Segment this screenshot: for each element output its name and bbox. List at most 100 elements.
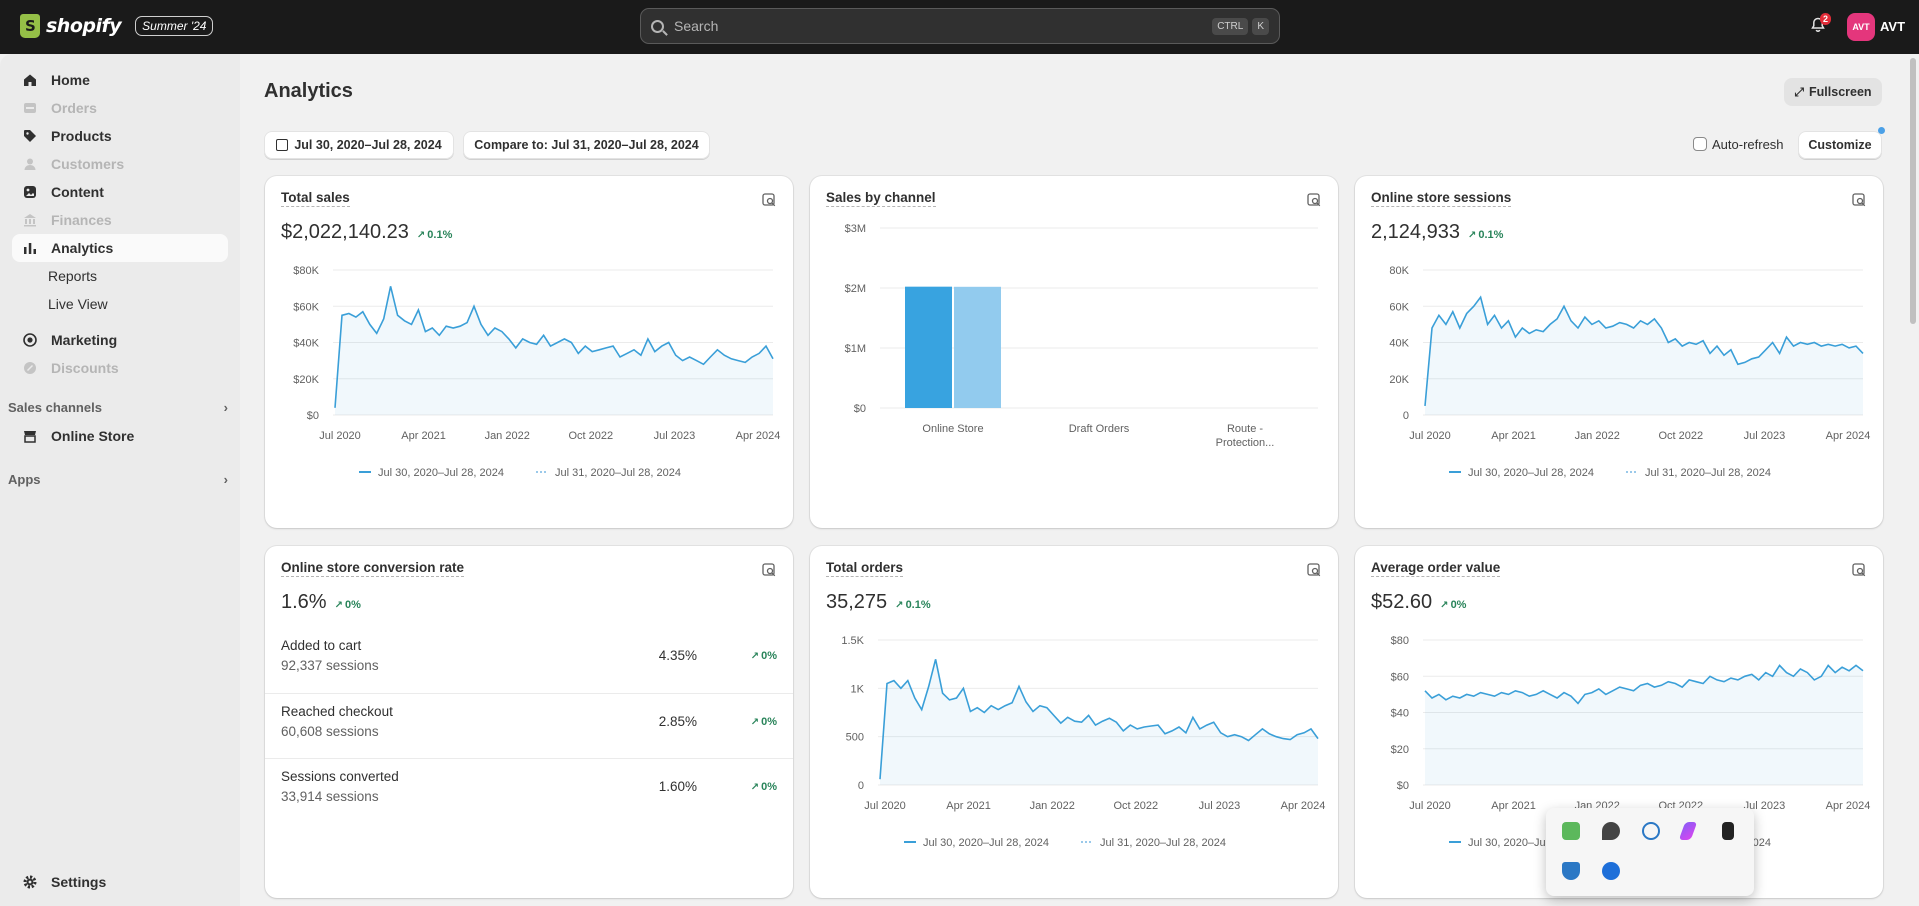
fullscreen-label: Fullscreen [1809, 85, 1872, 99]
sidebar-item-online-store[interactable]: Online Store [12, 422, 228, 450]
funnel-step-delta: 0% [751, 781, 777, 793]
y-tick-label: 1K [851, 683, 865, 695]
chart-icon [22, 240, 38, 256]
customize-button[interactable]: Customize [1798, 131, 1882, 159]
search-input[interactable] [674, 18, 1209, 34]
auto-refresh-checkbox[interactable] [1693, 137, 1707, 151]
metric-delta: 0% [1440, 599, 1467, 611]
metric-value: $52.60 [1371, 591, 1433, 613]
network-icon[interactable] [1642, 822, 1660, 840]
x-tick-label: Jul 2020 [319, 430, 361, 442]
orders-icon [22, 100, 38, 116]
edition-badge[interactable]: Summer '24 [135, 16, 214, 36]
user-name[interactable]: AVT [1880, 19, 1906, 34]
defender-icon[interactable] [1562, 862, 1580, 880]
sidebar-item-label: Content [51, 184, 104, 200]
legend-label: Jul 30, 2020–Jul 28, 2024 [923, 837, 1049, 849]
card-title[interactable]: Online store sessions [1371, 190, 1512, 207]
x-tick-label: Jan 2022 [1030, 800, 1075, 812]
sessions-card: Online store sessions 2,124,933 0.1% 0 20… [1355, 176, 1883, 528]
page-title: Analytics [264, 80, 353, 102]
sidebar-sub-live-view[interactable]: Live View [48, 296, 108, 312]
explore-icon[interactable] [1306, 562, 1322, 578]
content-icon [22, 184, 38, 200]
sidebar-item-label: Online Store [51, 428, 135, 444]
series-line [879, 659, 1319, 780]
sidebar-item-home[interactable]: Home [12, 66, 228, 94]
card-title[interactable]: Average order value [1371, 560, 1501, 577]
sessions-chart[interactable]: 0 20K 40K 60K 80K Jul 2020 Apr 2021 Jan 2022 Oct… [1355, 228, 1883, 528]
explore-icon[interactable] [761, 562, 777, 578]
fullscreen-button[interactable]: ⤢ Fullscreen [1784, 78, 1882, 106]
avatar[interactable]: AVT [1847, 13, 1875, 41]
gear-icon [22, 874, 38, 890]
sidebar-item-settings[interactable]: Settings [12, 868, 228, 896]
system-tray-popup [1546, 808, 1754, 896]
sidebar-sub-reports[interactable]: Reports [48, 268, 98, 284]
discount-icon [22, 360, 38, 376]
sidebar-item-analytics[interactable]: Analytics [12, 234, 228, 262]
sidebar-item-orders[interactable]: Orders [12, 94, 228, 122]
y-tick-label: $60 [1391, 671, 1409, 683]
y-tick-label: $0 [854, 403, 866, 415]
bank-icon [22, 212, 38, 228]
funnel-row: Added to cart 92,337 sessions 4.35% 0% [265, 628, 793, 693]
y-tick-label: 60K [1389, 301, 1409, 313]
compare-button[interactable]: Compare to: Jul 31, 2020–Jul 28, 2024 [463, 131, 710, 159]
card-title[interactable]: Sales by channel [826, 190, 936, 207]
sidebar-item-label: Customers [51, 156, 125, 172]
pin-app-icon[interactable] [1602, 822, 1620, 840]
sidebar-item-content[interactable]: Content [12, 178, 228, 206]
card-title[interactable]: Total sales [281, 190, 350, 207]
sidebar-item-marketing[interactable]: Marketing [12, 326, 228, 354]
home-icon [22, 72, 38, 88]
card-title[interactable]: Total orders [826, 560, 904, 577]
compare-label: Compare to: Jul 31, 2020–Jul 28, 2024 [474, 138, 699, 152]
sidebar-item-label: Settings [51, 874, 107, 890]
explore-icon[interactable] [1851, 562, 1867, 578]
chevron-right-icon[interactable]: › [223, 400, 228, 415]
funnel-step-label: Added to cart [281, 638, 362, 653]
notification-badge: 2 [1820, 13, 1832, 25]
total-orders-chart[interactable]: 0 500 1K 1.5K Jul 2020 Apr 2021 Jan 2022 Oct 20… [810, 598, 1338, 898]
total-sales-chart[interactable]: $0 $20K $40K $60K $80K Jul 2020 Apr 2021 Jan 20… [265, 228, 793, 528]
date-range-button[interactable]: Jul 30, 2020–Jul 28, 2024 [264, 131, 454, 159]
metric-value: 35,275 [826, 591, 888, 613]
x-tick-label: Jul 2023 [1744, 800, 1786, 812]
pen-icon[interactable] [1678, 822, 1698, 840]
sidebar-item-finances[interactable]: Finances [12, 206, 228, 234]
apps-label: Apps [8, 472, 41, 487]
tag-icon [22, 128, 38, 144]
x-tick-label: Jan 2022 [485, 430, 530, 442]
shopify-logo[interactable]: shopify Summer '24 [20, 14, 214, 38]
metric-value-row: 2,124,933 0.1% [1371, 221, 1503, 244]
card-title[interactable]: Online store conversion rate [281, 560, 465, 577]
check-shield-icon[interactable] [1562, 822, 1580, 840]
bluetooth-icon[interactable] [1602, 862, 1620, 880]
bar [905, 286, 952, 408]
chevron-right-icon[interactable]: › [223, 472, 228, 487]
explore-icon[interactable] [1306, 192, 1322, 208]
sales-channels-section[interactable]: Sales channels › [8, 400, 228, 415]
apps-section[interactable]: Apps › [8, 472, 228, 487]
sidebar-item-label: Products [51, 128, 112, 144]
explore-icon[interactable] [761, 192, 777, 208]
sidebar-item-discounts[interactable]: Discounts [12, 354, 228, 382]
explore-icon[interactable] [1851, 192, 1867, 208]
sidebar-item-products[interactable]: Products [12, 122, 228, 150]
funnel-step-rate: 1.60% [658, 779, 697, 794]
page-scrollbar[interactable] [1910, 58, 1916, 324]
top-bar: shopify Summer '24 CTRL K 2 AVT AVT [0, 0, 1919, 54]
usb-icon[interactable] [1722, 822, 1734, 840]
x-tick-label: Online Store [922, 423, 983, 435]
sidebar-item-label: Orders [51, 100, 97, 116]
metric-value-row: 35,275 0.1% [826, 591, 931, 614]
funnel-step-rate: 4.35% [658, 648, 697, 663]
search-bar[interactable]: CTRL K [640, 8, 1280, 44]
x-tick-label: Jul 2023 [1199, 800, 1241, 812]
person-icon [22, 156, 38, 172]
sidebar: Home Orders Products Customers Content F… [0, 54, 240, 906]
sales-by-channel-chart[interactable]: $0 $1M $2M $3M Online Store Draft Orders Route… [810, 206, 1338, 526]
sidebar-item-customers[interactable]: Customers [12, 150, 228, 178]
